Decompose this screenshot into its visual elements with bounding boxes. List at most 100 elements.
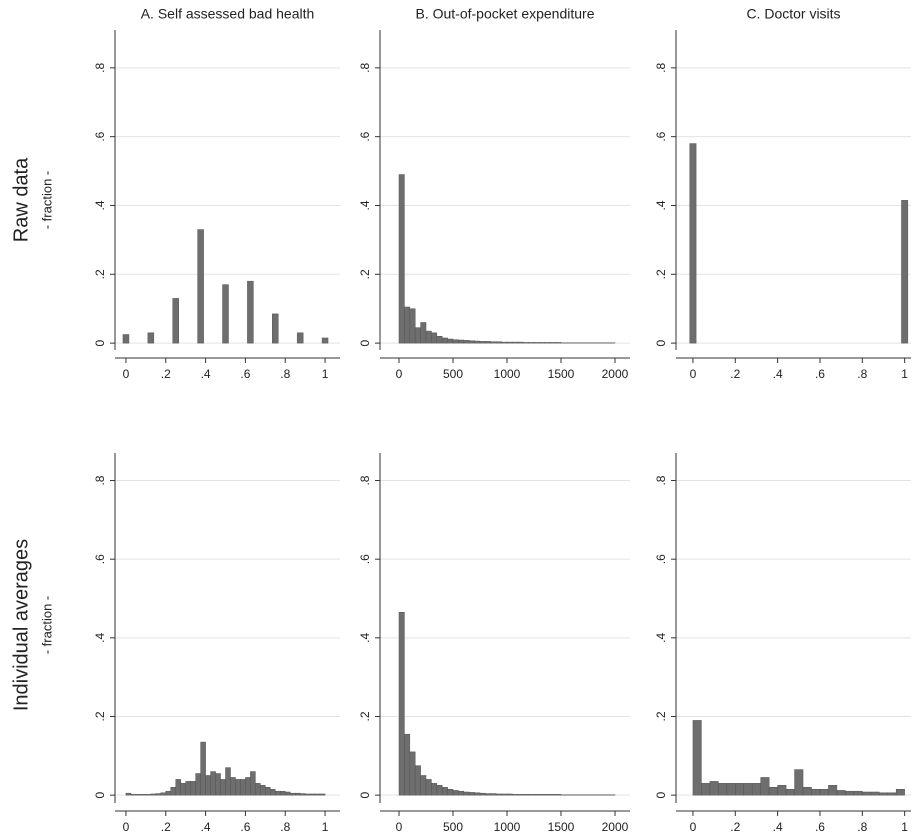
bar — [760, 777, 770, 796]
bar — [692, 720, 702, 796]
x-tick-label: .6 — [240, 820, 250, 834]
bar — [425, 779, 432, 796]
bar — [495, 793, 502, 796]
bar — [409, 308, 416, 344]
bar — [463, 340, 470, 344]
x-tick-label: 2000 — [602, 820, 629, 834]
y-tick-label: .2 — [93, 269, 107, 279]
bar — [431, 783, 438, 796]
x-tick-label: 1 — [901, 367, 908, 381]
bar — [284, 791, 291, 796]
x-tick-label: .4 — [773, 820, 783, 834]
bar — [270, 788, 276, 796]
bar — [811, 788, 821, 796]
bar — [145, 794, 152, 796]
y-tick-label: .8 — [654, 63, 668, 73]
bar — [901, 200, 909, 344]
panel-title: B. Out-of-pocket expenditure — [416, 6, 595, 22]
x-tick-label: .2 — [161, 367, 171, 381]
bar — [539, 794, 546, 796]
bar — [447, 338, 454, 344]
bar — [197, 229, 204, 344]
bar — [512, 794, 519, 796]
bar — [555, 794, 562, 796]
bar — [294, 792, 301, 796]
bar — [544, 794, 551, 796]
panel-title: A. Self assessed bad health — [141, 6, 315, 22]
bar — [751, 783, 761, 796]
bar — [768, 787, 778, 796]
y-tick-label: .4 — [93, 633, 107, 643]
bar — [785, 788, 795, 796]
bar — [555, 342, 562, 344]
x-tick-label: 1000 — [494, 367, 521, 381]
bar — [431, 332, 438, 344]
bar — [853, 790, 863, 796]
bar — [479, 792, 486, 796]
bar — [517, 341, 524, 344]
bar — [870, 791, 880, 796]
x-tick-label: 0 — [690, 367, 697, 381]
bar — [245, 777, 251, 796]
bar — [321, 337, 329, 344]
bar — [398, 174, 405, 344]
bar — [240, 779, 246, 796]
x-tick-label: 0 — [123, 820, 130, 834]
x-tick-label: .4 — [773, 367, 783, 381]
y-tick-label: .8 — [93, 63, 107, 73]
bar — [260, 785, 266, 796]
bar — [549, 342, 556, 344]
bar — [150, 793, 157, 796]
bar — [495, 341, 502, 344]
bar — [175, 779, 181, 796]
bar — [802, 787, 812, 796]
bar — [215, 773, 221, 796]
x-tick-label: 500 — [443, 367, 463, 381]
y-tick-label: .4 — [358, 200, 372, 210]
bar — [528, 342, 535, 344]
bar — [452, 339, 459, 344]
bar — [517, 794, 524, 796]
x-tick-label: .4 — [201, 820, 211, 834]
bar — [160, 792, 167, 796]
x-tick-label: .8 — [280, 367, 290, 381]
bar — [172, 298, 179, 344]
bar — [474, 792, 481, 796]
bar — [539, 342, 546, 344]
y-tick-label: 0 — [358, 791, 372, 798]
bar — [544, 342, 551, 344]
bar — [436, 335, 443, 344]
bar — [165, 790, 172, 796]
x-tick-label: 0 — [396, 367, 403, 381]
bar — [180, 783, 186, 796]
bar — [185, 781, 191, 796]
bar — [289, 792, 296, 796]
bar — [230, 777, 236, 796]
bar — [726, 783, 736, 796]
bar — [490, 341, 497, 344]
bar — [689, 143, 697, 344]
x-tick-label: .8 — [280, 820, 290, 834]
bar — [409, 751, 416, 796]
bar — [490, 793, 497, 796]
x-tick-label: 2000 — [602, 367, 629, 381]
bar — [314, 793, 321, 796]
bar — [414, 327, 421, 344]
bar — [819, 788, 829, 796]
bar — [522, 794, 529, 796]
x-tick-label: .2 — [161, 820, 171, 834]
x-tick-label: .2 — [730, 820, 740, 834]
bar — [743, 783, 753, 796]
bar — [272, 313, 279, 344]
bar — [420, 322, 427, 344]
bar — [190, 781, 196, 796]
bar — [299, 793, 306, 796]
bar — [701, 783, 711, 796]
y-tick-label: .6 — [93, 554, 107, 564]
y-tick-label: .6 — [654, 554, 668, 564]
x-tick-label: .4 — [201, 367, 211, 381]
row-label: Individual averages — [10, 539, 32, 711]
bar — [225, 767, 231, 796]
bar — [533, 342, 540, 344]
